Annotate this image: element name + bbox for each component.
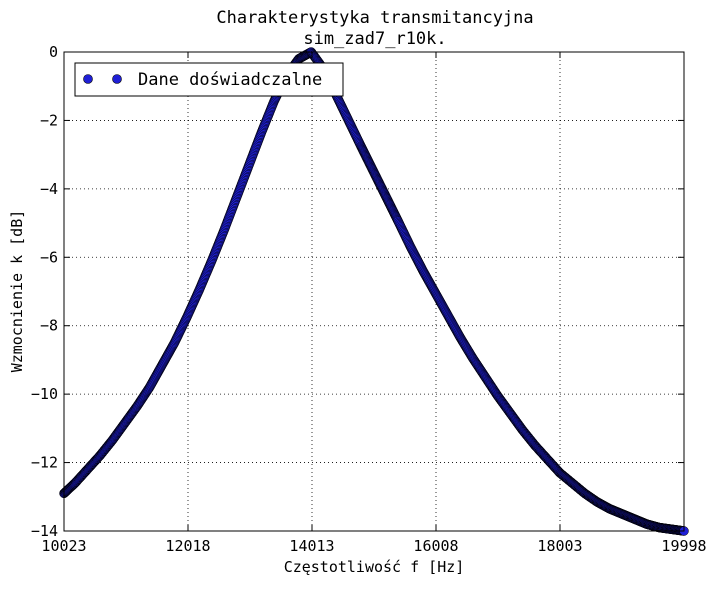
legend-marker [112,74,122,84]
x-tick-label: 14013 [289,537,334,555]
x-tick-label: 10023 [41,537,86,555]
y-tick-label: −6 [40,248,58,266]
axis-ticks: 10023 12018 14013 16008 18003 19998 0 −2 −4 −6 −8 −… [31,43,707,555]
grid [64,52,684,531]
chart-title: Charakterystyka transmitancyjna [216,8,533,28]
y-tick-label: −12 [31,454,58,472]
plot-frame [63,51,685,532]
chart-subtitle: sim_zad7_r10k. [303,29,446,49]
x-tick-label: 12018 [165,537,210,555]
x-axis-label: Częstotliwość f [Hz] [284,558,465,576]
legend-marker [83,74,93,84]
y-tick-label: 0 [49,43,58,61]
legend-label: Dane doświadczalne [138,70,322,90]
y-axis-label: Wzmocnienie k [dB] [8,210,26,373]
legend: Dane doświadczalne [74,62,344,97]
y-tick-label: −14 [31,522,58,540]
y-tick-label: −10 [31,385,58,403]
y-tick-label: −8 [40,317,58,335]
y-tick-label: −4 [40,180,58,198]
x-tick-label: 19998 [661,537,706,555]
x-tick-label: 16008 [413,537,458,555]
x-tick-label: 18003 [537,537,582,555]
y-tick-label: −2 [40,111,58,129]
